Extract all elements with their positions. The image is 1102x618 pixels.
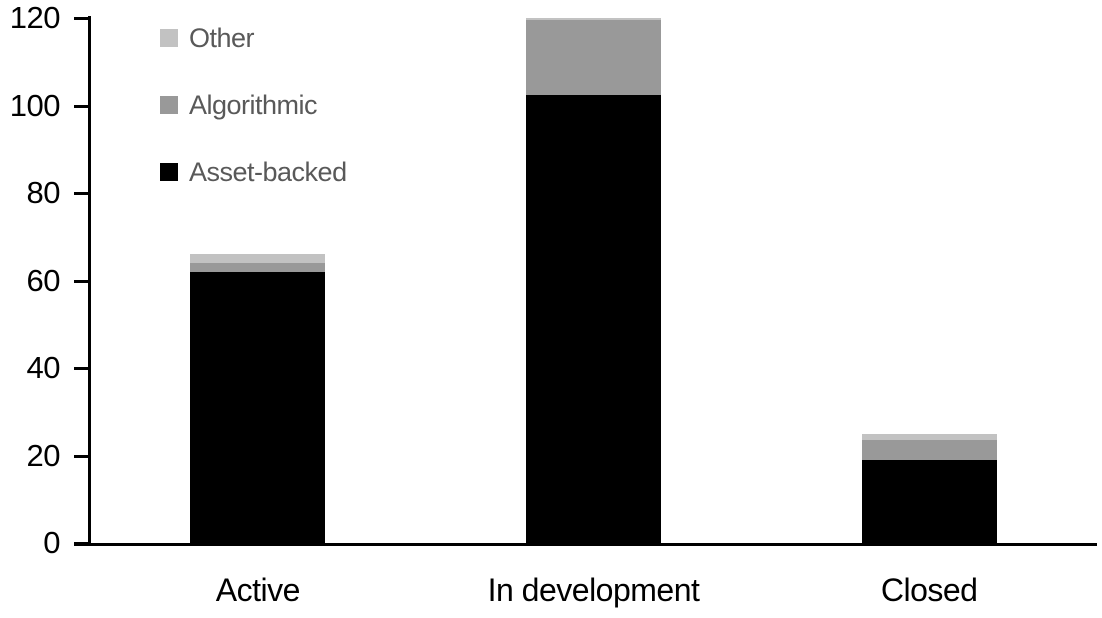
- y-tick-label-40: 40: [26, 350, 61, 385]
- legend-swatch-asset-backed: [160, 163, 178, 181]
- bar-segment-active-other: [190, 254, 326, 263]
- legend-row-asset-backed: Asset-backed: [160, 157, 347, 187]
- y-tick-mark-100: [74, 104, 90, 108]
- category-label-closed: Closed: [880, 572, 978, 608]
- y-tick-label-80: 80: [26, 175, 61, 210]
- y-tick-mark-80: [74, 192, 90, 195]
- category-label-in-development: In development: [487, 572, 700, 608]
- y-tick-mark-120: [74, 17, 90, 20]
- legend-swatch-algorithmic: [160, 96, 178, 114]
- y-tick-label-60: 60: [26, 262, 61, 298]
- y-tick-label-20: 20: [26, 437, 61, 473]
- y-tick-label-0: 0: [43, 525, 60, 560]
- y-tick-mark-20: [74, 454, 90, 458]
- legend-label-other: Other: [189, 22, 255, 53]
- legend-label-asset-backed: Asset-backed: [189, 156, 347, 187]
- legend-label-algorithmic: Algorithmic: [189, 89, 318, 120]
- bar-segment-active-algorithmic: [190, 263, 326, 272]
- bar-segment-closed-other: [861, 433, 997, 441]
- legend-row-other: Other: [160, 23, 255, 53]
- y-tick-mark-40: [74, 367, 90, 370]
- bar-segment-in-development-other: [526, 18, 661, 21]
- y-tick-label-120: 120: [9, 0, 61, 35]
- legend-row-algorithmic: Algorithmic: [160, 90, 318, 120]
- bar-segment-in-development-algorithmic: [526, 20, 661, 95]
- x-axis-line: [74, 543, 1097, 546]
- bar-segment-closed-algorithmic: [861, 440, 997, 460]
- category-label-active: Active: [215, 572, 301, 608]
- y-tick-mark-60: [74, 279, 90, 283]
- bar-segment-in-development-asset-backed: [526, 94, 661, 543]
- bar-segment-active-asset-backed: [190, 271, 326, 543]
- legend-swatch-other: [160, 29, 178, 47]
- bar-segment-closed-asset-backed: [861, 459, 997, 543]
- y-tick-label-100: 100: [9, 87, 61, 123]
